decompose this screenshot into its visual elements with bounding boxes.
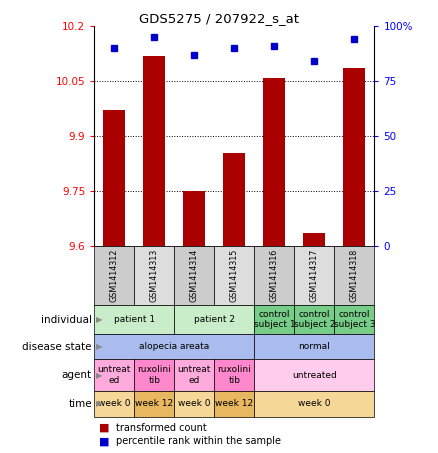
Text: GDS5275 / 207922_s_at: GDS5275 / 207922_s_at xyxy=(139,12,299,25)
Bar xyxy=(174,359,214,391)
Bar xyxy=(254,305,294,334)
Text: control
subject 2: control subject 2 xyxy=(293,310,335,329)
Bar xyxy=(94,359,134,391)
Bar xyxy=(343,68,365,246)
Text: week 12: week 12 xyxy=(135,400,173,408)
Text: untreat
ed: untreat ed xyxy=(177,366,211,385)
Bar xyxy=(294,305,335,334)
Text: patient 1: patient 1 xyxy=(113,315,155,324)
Text: GSM1414313: GSM1414313 xyxy=(150,249,159,302)
Text: alopecia areata: alopecia areata xyxy=(139,342,209,351)
Bar xyxy=(94,246,134,305)
Bar xyxy=(94,334,254,359)
Bar xyxy=(294,246,335,305)
Bar xyxy=(134,246,174,305)
Bar xyxy=(143,56,165,246)
Text: ▶: ▶ xyxy=(96,371,103,380)
Text: percentile rank within the sample: percentile rank within the sample xyxy=(116,436,281,446)
Bar xyxy=(304,233,325,246)
Bar xyxy=(94,305,174,334)
Bar xyxy=(254,391,374,417)
Bar xyxy=(103,111,125,246)
Text: ruxolini
tib: ruxolini tib xyxy=(217,366,251,385)
Text: GSM1414316: GSM1414316 xyxy=(270,249,279,302)
Bar xyxy=(335,305,374,334)
Text: GSM1414318: GSM1414318 xyxy=(350,249,359,302)
Text: ▶: ▶ xyxy=(96,342,103,351)
Bar xyxy=(174,305,254,334)
Text: patient 2: patient 2 xyxy=(194,315,235,324)
Text: ▶: ▶ xyxy=(96,400,103,408)
Bar xyxy=(134,391,174,417)
Bar xyxy=(214,391,254,417)
Text: ■: ■ xyxy=(99,423,109,433)
Bar xyxy=(223,153,245,246)
Text: individual: individual xyxy=(41,314,92,325)
Bar xyxy=(214,359,254,391)
Text: untreat
ed: untreat ed xyxy=(98,366,131,385)
Text: week 0: week 0 xyxy=(178,400,211,408)
Text: week 0: week 0 xyxy=(98,400,131,408)
Text: disease state: disease state xyxy=(22,342,92,352)
Bar xyxy=(254,359,374,391)
Text: transformed count: transformed count xyxy=(116,423,207,433)
Text: week 12: week 12 xyxy=(215,400,254,408)
Bar xyxy=(94,391,134,417)
Text: agent: agent xyxy=(62,370,92,380)
Bar xyxy=(254,246,294,305)
Text: GSM1414312: GSM1414312 xyxy=(110,249,119,302)
Text: week 0: week 0 xyxy=(298,400,331,408)
Bar xyxy=(214,246,254,305)
Text: GSM1414315: GSM1414315 xyxy=(230,249,239,302)
Bar xyxy=(335,246,374,305)
Bar xyxy=(263,77,286,246)
Bar xyxy=(174,391,214,417)
Text: GSM1414317: GSM1414317 xyxy=(310,249,319,302)
Text: time: time xyxy=(68,399,92,409)
Text: ■: ■ xyxy=(99,436,109,446)
Text: control
subject 3: control subject 3 xyxy=(334,310,375,329)
Text: normal: normal xyxy=(299,342,330,351)
Text: control
subject 1: control subject 1 xyxy=(254,310,295,329)
Text: GSM1414314: GSM1414314 xyxy=(190,249,199,302)
Bar xyxy=(134,359,174,391)
Bar xyxy=(174,246,214,305)
Text: ruxolini
tib: ruxolini tib xyxy=(138,366,171,385)
Bar xyxy=(254,334,374,359)
Text: ▶: ▶ xyxy=(96,315,103,324)
Text: untreated: untreated xyxy=(292,371,337,380)
Bar xyxy=(183,191,205,246)
